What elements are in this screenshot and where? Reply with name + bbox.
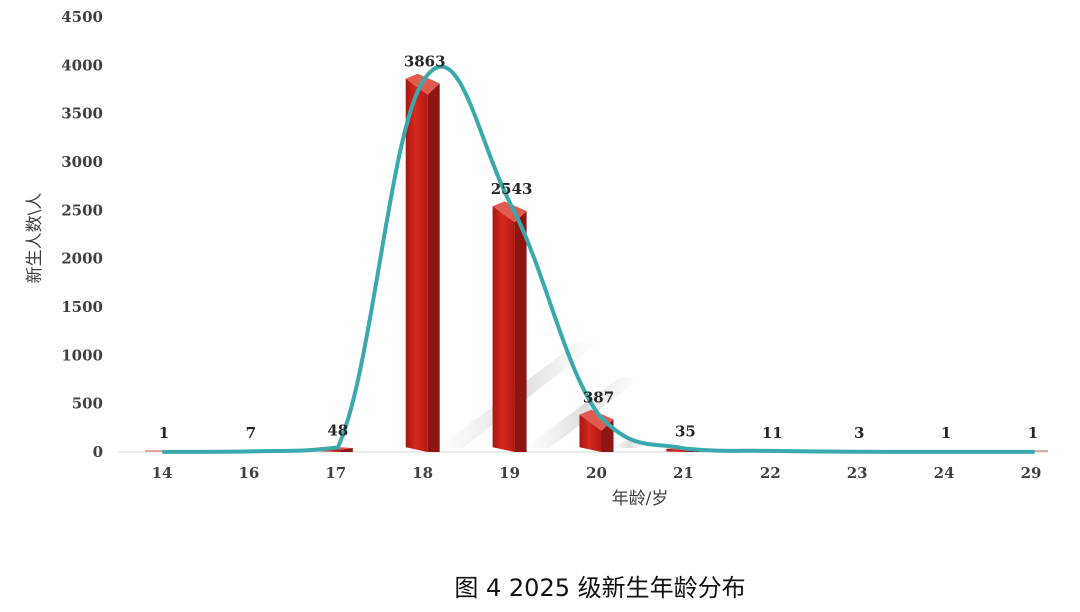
x-tick-label: 23 xyxy=(847,464,868,482)
data-label: 3 xyxy=(854,424,864,442)
data-label: 1 xyxy=(941,424,951,442)
bar-front xyxy=(145,450,179,452)
x-axis-title: 年龄/岁 xyxy=(612,489,669,509)
y-tick-label: 500 xyxy=(72,395,103,413)
x-tick-label: 24 xyxy=(934,464,955,482)
y-tick-label: 2500 xyxy=(61,201,103,219)
data-label: 1 xyxy=(1028,424,1038,442)
y-tick-label: 0 xyxy=(93,443,103,461)
bar xyxy=(492,201,527,452)
data-label: 2543 xyxy=(491,180,533,198)
y-tick-label: 3500 xyxy=(61,105,103,123)
bar xyxy=(405,73,440,453)
y-tick-label: 3000 xyxy=(61,153,103,171)
y-axis-ticks: 0 500 1000 1500 2000 2500 3000 3500 4000 4500 xyxy=(61,8,103,461)
bar-top xyxy=(579,409,614,431)
y-tick-label: 1000 xyxy=(61,346,103,364)
y-tick-label: 4500 xyxy=(61,8,103,26)
bar xyxy=(579,409,614,452)
x-tick-label: 20 xyxy=(586,464,607,482)
data-label: 48 xyxy=(327,421,348,439)
y-tick-label: 1500 xyxy=(61,298,103,316)
data-label: 387 xyxy=(583,389,614,407)
x-tick-label: 18 xyxy=(412,464,433,482)
y-axis-title: 新生人数\人 xyxy=(25,193,45,284)
x-tick-label: 14 xyxy=(152,464,173,482)
bar-side xyxy=(427,83,440,453)
x-tick-label: 21 xyxy=(673,464,694,482)
bar-front xyxy=(666,448,689,452)
y-tick-label: 2000 xyxy=(61,250,103,268)
x-axis-ticks: 14 16 17 18 19 20 21 22 23 24 29 xyxy=(152,464,1042,482)
x-tick-label: 22 xyxy=(760,464,781,482)
data-label: 11 xyxy=(762,424,783,442)
data-label: 35 xyxy=(675,423,696,441)
bar-shadow xyxy=(524,377,642,448)
y-tick-label: 4000 xyxy=(61,56,103,74)
bar-front xyxy=(579,414,602,452)
bar-side xyxy=(514,210,527,452)
bar-front xyxy=(405,78,428,453)
bar-side xyxy=(340,448,353,452)
bar-front xyxy=(492,206,515,452)
bars xyxy=(145,73,1048,453)
data-label: 3863 xyxy=(404,53,446,71)
x-tick-label: 17 xyxy=(325,464,346,482)
data-label: 1 xyxy=(159,424,169,442)
x-tick-label: 19 xyxy=(499,464,520,482)
x-tick-label: 29 xyxy=(1021,464,1042,482)
bar xyxy=(145,450,179,452)
data-label: 7 xyxy=(246,424,256,442)
trend-curve xyxy=(162,64,1035,454)
figure-caption: 图 4 2025 级新生年龄分布 xyxy=(454,574,745,602)
x-tick-label: 16 xyxy=(238,464,259,482)
